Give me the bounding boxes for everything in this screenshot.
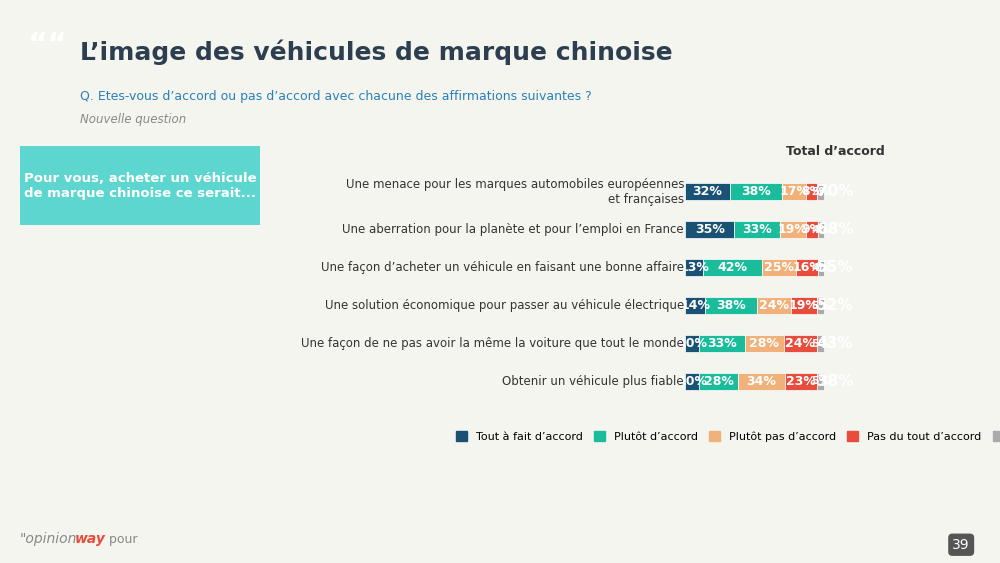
Text: 16%: 16% [792, 261, 822, 274]
Text: Une aberration pour la planète et pour l’emploi en France: Une aberration pour la planète et pour l… [342, 224, 684, 236]
Circle shape [834, 177, 835, 206]
Text: 34%: 34% [747, 375, 776, 388]
Text: 38%: 38% [716, 299, 746, 312]
Bar [791, 297, 817, 314]
Text: 10%: 10% [677, 337, 707, 350]
Text: pour: pour [105, 533, 138, 546]
Text: 9%: 9% [802, 224, 823, 236]
Text: 5%: 5% [811, 338, 830, 348]
Bar [818, 221, 824, 238]
Text: Obtenir un véhicule plus fiable: Obtenir un véhicule plus fiable [502, 375, 684, 388]
Bar [699, 373, 738, 390]
Text: 39: 39 [952, 538, 970, 552]
Text: 5%: 5% [811, 377, 830, 386]
Text: 24%: 24% [759, 299, 789, 312]
Text: 43%: 43% [817, 336, 853, 351]
Text: 68%: 68% [817, 222, 853, 238]
Text: Une menace pour les marques automobiles européennes
et françaises: Une menace pour les marques automobiles … [346, 178, 684, 206]
Circle shape [834, 367, 835, 396]
Text: 17%: 17% [779, 185, 809, 198]
Text: 28%: 28% [749, 337, 779, 350]
Circle shape [834, 253, 835, 282]
Text: 25%: 25% [764, 261, 794, 274]
Text: Une solution économique pour passer au véhicule électrique: Une solution économique pour passer au v… [325, 299, 684, 312]
Text: ““: ““ [28, 30, 68, 60]
Text: 8%: 8% [801, 185, 822, 198]
Text: 55%: 55% [817, 260, 853, 275]
Circle shape [834, 291, 835, 320]
Text: Q. Etes-vous d’accord ou pas d’accord avec chacune des affirmations suivantes ?: Q. Etes-vous d’accord ou pas d’accord av… [80, 90, 592, 103]
Bar [738, 373, 785, 390]
Circle shape [834, 216, 835, 244]
Text: 19%: 19% [789, 299, 819, 312]
Bar [806, 184, 817, 200]
Text: 38%: 38% [741, 185, 771, 198]
Text: 5%: 5% [811, 187, 830, 197]
Text: 70%: 70% [817, 185, 853, 199]
Bar [745, 335, 784, 352]
Text: 4%: 4% [812, 263, 831, 272]
Legend: Tout à fait d’accord, Plutôt d’accord, Plutôt pas d’accord, Pas du tout d’accord: Tout à fait d’accord, Plutôt d’accord, P… [451, 426, 1000, 446]
Text: Nouvelle question: Nouvelle question [80, 113, 186, 126]
Circle shape [834, 329, 835, 358]
Bar [818, 259, 824, 276]
Bar [785, 373, 817, 390]
Text: Une façon de ne pas avoir la même la voiture que tout le monde: Une façon de ne pas avoir la même la voi… [301, 337, 684, 350]
Bar [685, 297, 705, 314]
Text: Une façon d’acheter un véhicule en faisant une bonne affaire: Une façon d’acheter un véhicule en faisa… [321, 261, 684, 274]
Bar [796, 259, 818, 276]
Text: 13%: 13% [679, 261, 709, 274]
Text: Total d’accord: Total d’accord [786, 145, 884, 158]
Text: 33%: 33% [707, 337, 737, 350]
Bar [762, 259, 796, 276]
Text: 4%: 4% [812, 225, 831, 235]
Bar [730, 184, 782, 200]
Text: 24%: 24% [785, 337, 815, 350]
Bar [784, 335, 817, 352]
Bar [685, 259, 703, 276]
Bar [703, 259, 762, 276]
Text: 14%: 14% [680, 299, 710, 312]
Bar [757, 297, 791, 314]
Text: Pour vous, acheter un véhicule
de marque chinoise ce serait...: Pour vous, acheter un véhicule de marque… [24, 172, 256, 200]
Bar [817, 373, 824, 390]
Bar [817, 335, 824, 352]
Bar [817, 297, 824, 314]
Bar [685, 184, 730, 200]
Text: 23%: 23% [786, 375, 816, 388]
Text: 10%: 10% [677, 375, 707, 388]
Bar [705, 297, 757, 314]
Bar [817, 184, 824, 200]
Bar [685, 373, 699, 390]
Text: 5%: 5% [811, 301, 830, 311]
Text: 42%: 42% [717, 261, 747, 274]
Text: 19%: 19% [778, 224, 808, 236]
Bar [685, 221, 734, 238]
Text: 33%: 33% [742, 224, 772, 236]
Bar [699, 335, 745, 352]
Bar [780, 221, 806, 238]
Bar [806, 221, 818, 238]
Text: 32%: 32% [693, 185, 722, 198]
Text: "opinion: "opinion [20, 532, 77, 546]
Bar [782, 184, 806, 200]
Text: 38%: 38% [817, 374, 853, 389]
Bar [685, 335, 699, 352]
Text: way: way [75, 532, 106, 546]
Text: 35%: 35% [695, 224, 725, 236]
Text: 52%: 52% [817, 298, 853, 313]
Text: L’image des véhicules de marque chinoise: L’image des véhicules de marque chinoise [80, 39, 673, 65]
Bar [734, 221, 780, 238]
Text: 28%: 28% [704, 375, 734, 388]
